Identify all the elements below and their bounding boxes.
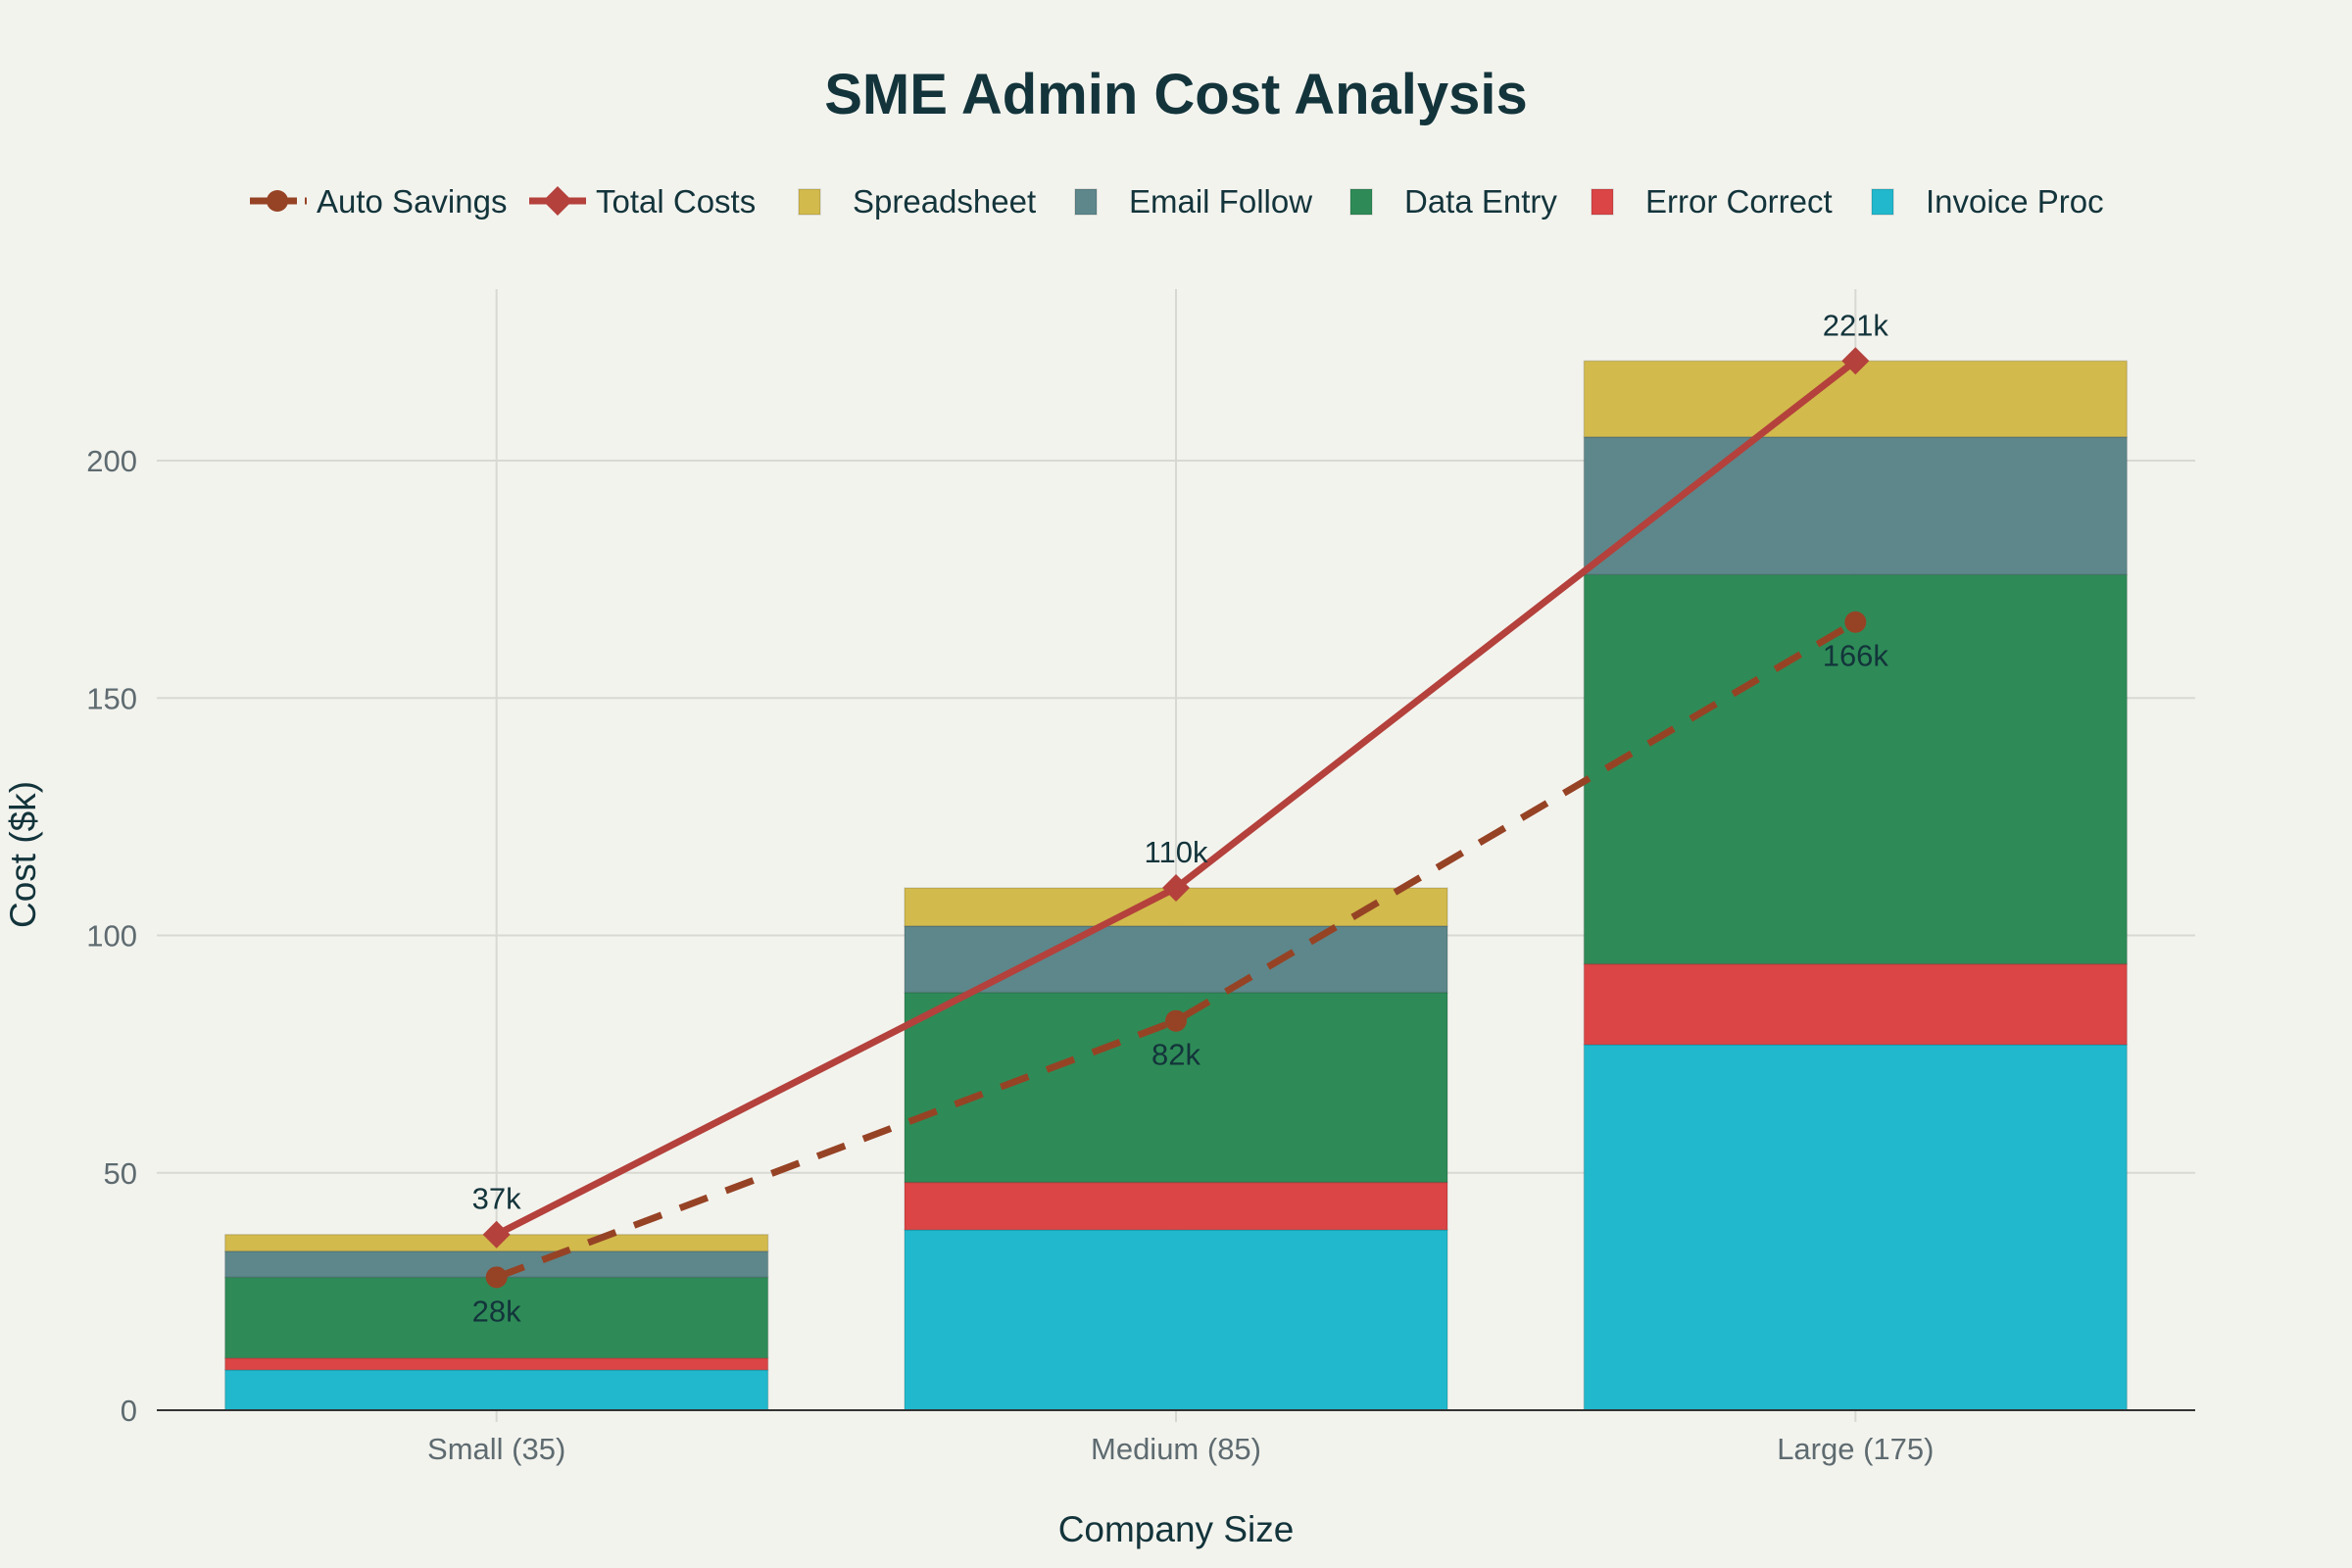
legend-diamond-icon xyxy=(543,186,572,216)
legend-item-data-entry[interactable]: Data Entry xyxy=(1349,183,1557,220)
legend-item-auto-savings[interactable]: Auto Savings xyxy=(250,183,507,220)
bar-segment-data-entry xyxy=(1583,573,2129,965)
marker-auto-savings xyxy=(485,1266,508,1289)
legend-square-icon xyxy=(1349,188,1373,216)
legend-circle-icon xyxy=(267,190,288,212)
data-label-total-costs: 221k xyxy=(1823,308,1889,342)
lines: 28k 82k 166k 37k 110k 221k xyxy=(472,308,1889,1328)
marker-auto-savings xyxy=(1165,1009,1187,1032)
data-label-auto-savings: 166k xyxy=(1823,639,1889,673)
bar-segment-error-correct xyxy=(904,1181,1448,1231)
bar-segment-invoice-proc xyxy=(1583,1044,2129,1411)
x-tick-label: Medium (85) xyxy=(1091,1432,1261,1466)
legend-label: Data Entry xyxy=(1404,183,1557,220)
marker-total-costs xyxy=(1162,874,1190,903)
bar-segment-error-correct xyxy=(1583,962,2129,1046)
bar-segment-error-correct xyxy=(223,1356,769,1371)
axes: 0 50 100 150 200 Small (35) Medium (85) Large (… xyxy=(86,444,2195,1466)
x-axis-title: Company Size xyxy=(1058,1509,1295,1549)
legend-square-icon xyxy=(1591,188,1614,216)
legend-item-invoice-proc[interactable]: Invoice Proc xyxy=(1871,183,2104,220)
marker-total-costs xyxy=(482,1220,511,1249)
legend: Auto Savings Total Costs Spreadsheet Email … xyxy=(250,183,2104,220)
bar-segment-invoice-proc xyxy=(904,1229,1448,1411)
bars xyxy=(223,360,2129,1411)
data-label-total-costs: 110k xyxy=(1145,835,1208,869)
legend-label: Email Follow xyxy=(1129,183,1312,220)
legend-square-icon xyxy=(1871,188,1894,216)
legend-item-total-costs[interactable]: Total Costs xyxy=(529,183,756,220)
legend-item-email-follow[interactable]: Email Follow xyxy=(1074,183,1312,220)
legend-label: Auto Savings xyxy=(317,183,507,220)
legend-label: Spreadsheet xyxy=(853,183,1036,220)
legend-label: Total Costs xyxy=(596,183,756,220)
x-tick-label: Large (175) xyxy=(1777,1432,1934,1466)
marker-auto-savings xyxy=(1844,611,1867,633)
bar-segment-email-follow xyxy=(1583,436,2129,576)
y-axis-title: Cost ($k) xyxy=(3,781,43,928)
legend-label: Invoice Proc xyxy=(1926,183,2104,220)
y-tick-label: 50 xyxy=(104,1156,137,1191)
y-tick-label: 150 xyxy=(86,681,137,715)
data-label-auto-savings: 28k xyxy=(472,1294,521,1328)
y-tick-label: 0 xyxy=(121,1394,137,1428)
data-label-auto-savings: 82k xyxy=(1152,1038,1200,1072)
legend-label: Error Correct xyxy=(1645,183,1833,220)
bar-segment-data-entry xyxy=(223,1276,769,1359)
y-tick-label: 200 xyxy=(86,444,137,478)
legend-item-spreadsheet[interactable]: Spreadsheet xyxy=(798,183,1036,220)
legend-square-icon xyxy=(1074,188,1098,216)
chart-title: SME Admin Cost Analysis xyxy=(824,63,1528,126)
x-tick-label: Small (35) xyxy=(427,1432,565,1466)
marker-total-costs xyxy=(1841,347,1870,375)
legend-item-error-correct[interactable]: Error Correct xyxy=(1591,183,1833,220)
data-label-total-costs: 37k xyxy=(472,1182,521,1216)
legend-square-icon xyxy=(798,188,821,216)
y-tick-label: 100 xyxy=(86,919,137,954)
line-auto-savings xyxy=(495,618,1858,1281)
bar-segment-invoice-proc xyxy=(223,1369,769,1411)
